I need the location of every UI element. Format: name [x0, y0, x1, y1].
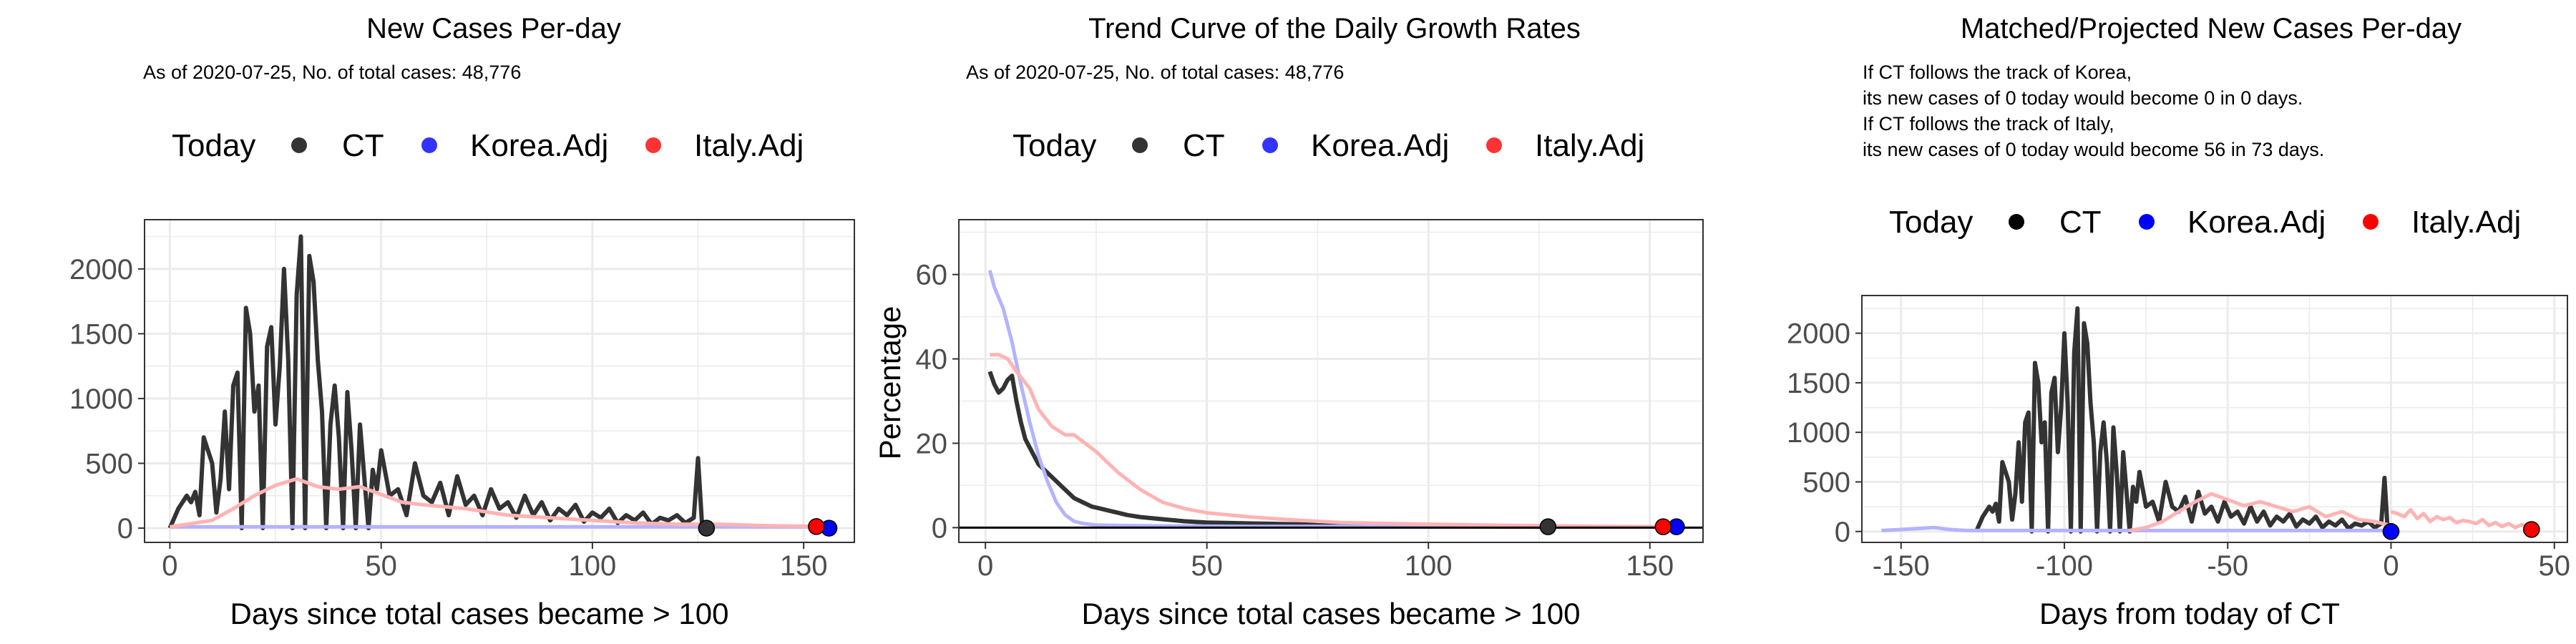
legend-label-italy: Italy.Adj [2411, 205, 2521, 240]
legend: Today CT Korea.Adj Italy.Adj [1889, 205, 2521, 240]
x-tick-label: 100 [1405, 550, 1453, 582]
x-tick-label: -150 [1873, 550, 1930, 582]
new-cases-chart: New Cases Per-day As of 2020-07-25, No. … [69, 13, 855, 630]
y-tick-label: 2000 [1787, 318, 1850, 350]
legend-label-korea: Korea.Adj [1311, 128, 1449, 163]
x-tick-label: 0 [977, 550, 993, 582]
legend-title: Today [1013, 128, 1096, 163]
y-tick-label: 1000 [69, 384, 133, 415]
projected-cases-chart: Matched/Projected New Cases Per-day If C… [1787, 13, 2570, 630]
x-tick-label: -100 [2036, 550, 2093, 582]
y-axis-label: Percentage [873, 306, 907, 460]
legend-key-ct [2009, 214, 2024, 230]
x-tick-label: 100 [569, 550, 617, 582]
legend-label-italy: Italy.Adj [1535, 128, 1644, 163]
chart-panel-projected: Matched/Projected New Cases Per-day If C… [1717, 0, 2576, 644]
y-tick-label: 500 [85, 449, 133, 480]
x-tick-label: 50 [2538, 550, 2570, 582]
chart-title: New Cases Per-day [366, 13, 621, 44]
legend-label-ct: CT [2059, 205, 2102, 240]
y-tick-label: 1000 [1787, 417, 1850, 449]
series-line-ct [1974, 306, 2391, 534]
legend-label-italy: Italy.Adj [694, 128, 804, 163]
chart-title: Matched/Projected New Cases Per-day [1961, 13, 2462, 44]
x-tick-label: 150 [780, 550, 828, 582]
legend-key-korea [421, 137, 437, 153]
legend: Today CT Korea.Adj Italy.Adj [172, 128, 804, 163]
x-axis-label: Days since total cases became > 100 [1082, 597, 1581, 630]
legend-key-korea [2139, 214, 2155, 230]
today-point-korea-adj [2382, 523, 2400, 540]
projection-note-1: If CT follows the track of Korea, [1863, 62, 2132, 83]
projection-note-3: If CT follows the track of Italy, [1863, 113, 2114, 135]
series-line-ct [167, 234, 707, 531]
x-axis-label: Days from today of CT [2039, 597, 2340, 630]
legend-label-korea: Korea.Adj [2187, 205, 2326, 240]
legend-key-korea [1262, 137, 1278, 153]
series-line-italy-adj [2129, 492, 2392, 532]
y-tick-label: 60 [916, 260, 948, 291]
legend-label-korea: Korea.Adj [470, 128, 608, 163]
today-point-italy-adj [2523, 521, 2540, 538]
legend-key-ct [291, 137, 307, 153]
today-point-italy-adj [1654, 518, 1672, 535]
y-tick-label: 500 [1802, 467, 1850, 498]
chart-title: Trend Curve of the Daily Growth Rates [1088, 13, 1581, 44]
y-tick-label: 1500 [69, 318, 133, 350]
series-line-korea-adj [987, 270, 1677, 529]
x-tick-label: 0 [162, 550, 177, 582]
y-tick-label: 0 [117, 513, 133, 545]
legend-key-italy [1486, 137, 1502, 153]
legend: Today CT Korea.Adj Italy.Adj [1013, 128, 1644, 163]
plot-area: 0 50 100 150 0 20 40 60 [916, 219, 1704, 582]
plot-border [958, 219, 1704, 543]
projection-note-4: its new cases of 0 today would become 56… [1863, 139, 2324, 160]
today-point-ct [1539, 518, 1557, 535]
y-tick-label: 0 [1835, 517, 1850, 548]
today-point-italy-adj [808, 518, 825, 535]
x-tick-label: 50 [1191, 550, 1223, 582]
series-line-korea-adj [1881, 525, 2391, 532]
legend-key-italy [2363, 214, 2379, 230]
growth-rate-chart: Trend Curve of the Daily Growth Rates As… [873, 13, 1704, 630]
x-axis-label: Days since total cases became > 100 [230, 597, 729, 630]
plot-border [144, 219, 855, 543]
series-line-italy-adj [2390, 507, 2533, 531]
y-tick-label: 0 [932, 512, 947, 544]
chart-panel-growth-rates: Trend Curve of the Daily Growth Rates As… [859, 0, 1717, 644]
legend-label-ct: CT [342, 128, 384, 163]
x-tick-label: -50 [2207, 550, 2248, 582]
y-tick-label: 1500 [1787, 368, 1850, 399]
legend-label-ct: CT [1183, 128, 1225, 163]
chart-subtitle: As of 2020-07-25, No. of total cases: 48… [143, 62, 521, 83]
today-point-ct [698, 519, 716, 537]
legend-key-ct [1132, 137, 1148, 153]
y-tick-label: 20 [916, 428, 948, 459]
plot-border [1861, 295, 2568, 543]
chart-subtitle: As of 2020-07-25, No. of total cases: 48… [966, 62, 1344, 83]
y-tick-label: 2000 [69, 254, 133, 286]
legend-key-italy [645, 137, 661, 153]
series-line-ct [987, 371, 1548, 530]
legend-title: Today [172, 128, 255, 163]
x-tick-label: 150 [1626, 550, 1674, 582]
y-tick-label: 40 [916, 344, 948, 376]
series-line-italy-adj [170, 477, 816, 529]
series-line-italy-adj [990, 353, 1664, 529]
x-tick-label: 0 [2383, 550, 2399, 582]
chart-panel-new-cases: New Cases Per-day As of 2020-07-25, No. … [0, 0, 859, 644]
projection-note-2: its new cases of 0 today would become 0 … [1863, 87, 2303, 109]
x-tick-label: 50 [365, 550, 397, 582]
legend-title: Today [1889, 205, 1973, 240]
